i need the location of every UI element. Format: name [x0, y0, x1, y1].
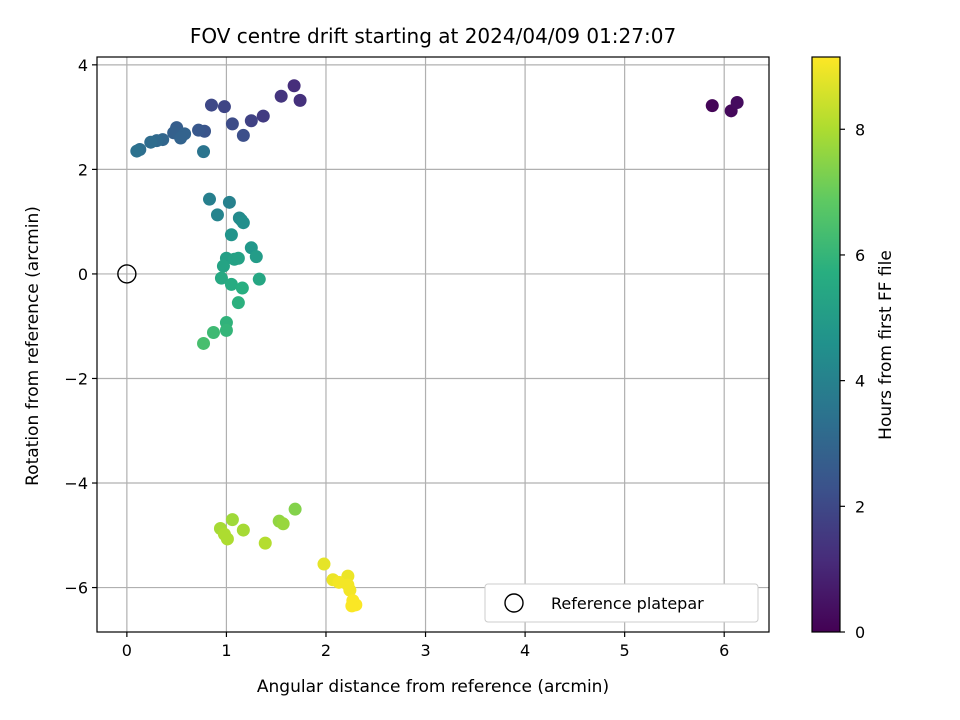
data-point: [231, 296, 245, 310]
data-point: [274, 89, 288, 103]
legend-box: [484, 583, 759, 623]
data-point: [276, 517, 290, 531]
x-tick-label: 4: [520, 641, 530, 660]
data-point: [204, 98, 218, 112]
y-tick-label: 0: [78, 265, 88, 284]
data-point: [219, 323, 233, 337]
data-point: [222, 195, 236, 209]
axis-ticks: 0 1 2 3 4 5 6 −6 −4 −2 0 2 4: [64, 56, 729, 660]
data-point: [216, 259, 230, 273]
data-point: [252, 272, 266, 286]
colorbar-tick-label: 6: [855, 246, 865, 265]
data-point: [214, 271, 228, 285]
reference-platepar-marker: [117, 264, 137, 284]
data-point: [730, 95, 744, 109]
chart-title: FOV centre drift starting at 2024/04/09 …: [190, 24, 676, 48]
data-point: [258, 536, 272, 550]
colorbar-gradient: [811, 56, 841, 633]
data-point: [192, 123, 206, 137]
data-point: [236, 216, 250, 230]
legend-label-reference: Reference platepar: [551, 594, 704, 613]
data-point: [236, 523, 250, 537]
data-point: [217, 100, 231, 114]
colorbar-tick-label: 0: [855, 623, 865, 642]
data-point: [343, 583, 357, 597]
colorbar-label: Hours from first FF file: [876, 250, 896, 440]
data-point: [256, 109, 270, 123]
colorbar-tick-label: 2: [855, 497, 865, 516]
colorbar-ticks: 0 2 4 6 8: [840, 120, 865, 642]
y-tick-label: −4: [64, 474, 88, 493]
legend-marker-reference: [504, 593, 524, 613]
grid-lines: [97, 57, 769, 632]
plot-frame: [96, 56, 770, 633]
data-point: [206, 325, 220, 339]
data-point: [174, 131, 188, 145]
colorbar-tick-label: 4: [855, 372, 865, 391]
data-point: [130, 144, 144, 158]
data-point: [225, 513, 239, 527]
data-point: [236, 128, 250, 142]
data-point: [235, 281, 249, 295]
data-point: [224, 228, 238, 242]
axes-frame: [96, 56, 770, 633]
data-point: [220, 532, 234, 546]
data-point: [293, 93, 307, 107]
data-point: [288, 502, 302, 516]
legend: Reference platepar: [484, 583, 759, 623]
data-point: [345, 599, 359, 613]
x-tick-label: 0: [122, 641, 132, 660]
data-point: [249, 250, 263, 264]
data-point: [224, 277, 238, 291]
data-point: [225, 117, 239, 131]
data-point: [244, 114, 258, 128]
x-tick-label: 6: [719, 641, 729, 660]
y-tick-label: 4: [78, 56, 88, 75]
x-tick-label: 3: [420, 641, 430, 660]
y-axis-label: Rotation from reference (arcmin): [23, 206, 43, 486]
x-tick-label: 5: [620, 641, 630, 660]
data-point: [317, 557, 331, 571]
colorbar: 0 2 4 6 8 Hours from first FF file: [811, 56, 896, 642]
data-point: [210, 208, 224, 222]
data-point: [202, 192, 216, 206]
data-point: [144, 135, 158, 149]
data-point: [231, 251, 245, 265]
y-tick-label: −6: [64, 579, 88, 598]
x-tick-label: 2: [321, 641, 331, 660]
y-tick-label: 2: [78, 160, 88, 179]
data-point: [197, 336, 211, 350]
scatter-points: [117, 79, 744, 613]
colorbar-tick-label: 8: [855, 120, 865, 139]
data-point: [705, 99, 719, 113]
x-axis-label: Angular distance from reference (arcmin): [257, 677, 609, 697]
x-tick-label: 1: [221, 641, 231, 660]
y-tick-label: −2: [64, 369, 88, 388]
data-point: [287, 79, 301, 93]
data-point: [197, 145, 211, 159]
